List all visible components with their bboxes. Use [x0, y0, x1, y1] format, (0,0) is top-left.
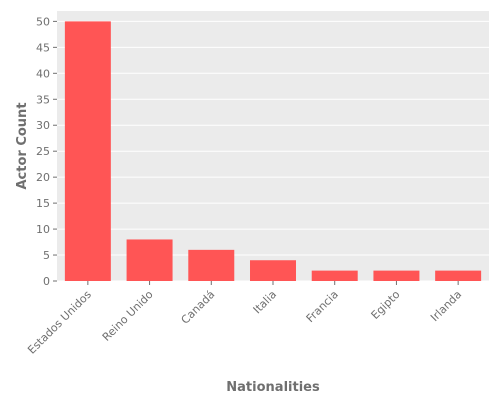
y-tick-label: 30: [36, 119, 50, 132]
y-tick-label: 50: [36, 15, 50, 28]
bar: [250, 260, 296, 281]
y-tick-label: 20: [36, 171, 50, 184]
y-tick-label: 0: [43, 275, 50, 288]
x-axis-ticks: Estados Unidos Reino Unido Canadá Italia Fra…: [25, 281, 464, 357]
y-tick-label: 45: [36, 41, 50, 54]
bars: [64, 21, 482, 282]
bar: [126, 239, 173, 281]
y-tick-label: 40: [36, 67, 50, 80]
plot-area: [57, 11, 489, 281]
y-tick-label: 5: [43, 249, 50, 262]
x-tick-label: Reino Unido: [100, 288, 156, 344]
bar: [435, 270, 482, 281]
bar: [311, 270, 358, 281]
x-tick-label: Canadá: [179, 288, 218, 327]
x-tick-label: Italia: [251, 288, 279, 316]
y-tick-label: 35: [36, 93, 50, 106]
bar: [64, 21, 111, 282]
x-tick-label: Egipto: [369, 288, 403, 322]
x-tick-label: Estados Unidos: [25, 288, 94, 357]
y-axis-ticks: 0 5 10 15 20 25 30 35 40 45 50: [36, 15, 57, 288]
x-tick-label: Francia: [304, 288, 341, 325]
x-tick-label: Irlanda: [428, 288, 464, 324]
y-tick-label: 15: [36, 197, 50, 210]
y-axis-label: Actor Count: [15, 102, 30, 189]
y-tick-label: 10: [36, 223, 50, 236]
bar: [188, 249, 235, 281]
bar: [373, 270, 420, 281]
y-tick-label: 25: [36, 145, 50, 158]
x-axis-label: Nationalities: [226, 380, 320, 395]
